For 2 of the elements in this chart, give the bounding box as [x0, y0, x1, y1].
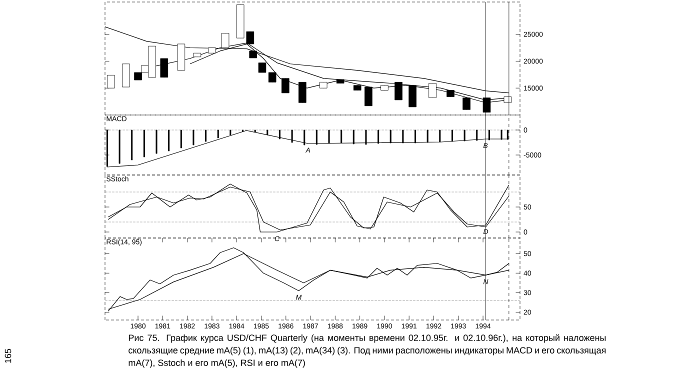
text: 165: [4, 348, 12, 363]
text: Рис 75. График курса USD/CHF Quarterly (на моменты времени 02.10.95г. и 02.10.96г.), на который наложены скользящие средние mA(5) (1), mA(13) (2), mA(34) (3). Под ними расположены индикаторы MACD и его скользящая mA(7), Sstoch и его mA(5), RSI и его mA(7): [128, 334, 606, 368]
